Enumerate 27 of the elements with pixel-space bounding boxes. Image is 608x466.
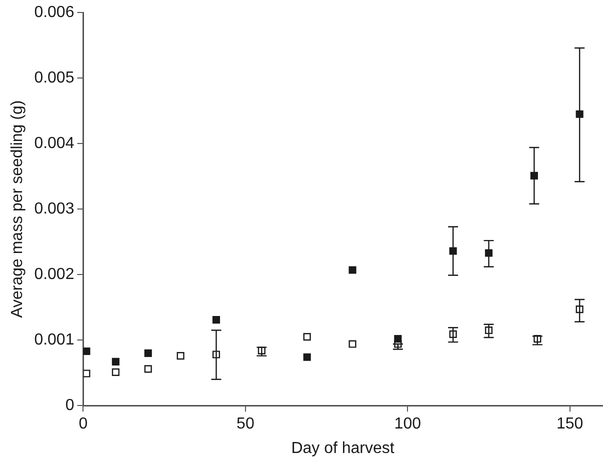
point [83, 347, 90, 356]
y-tick-label: 0.005 [34, 70, 74, 87]
y-tick-label: 0.006 [34, 4, 74, 22]
x-tick-label: 0 [78, 416, 88, 433]
point [303, 333, 311, 341]
y-axis-title: Average mass per seedling (g) [9, 100, 26, 318]
x-tick-label: 50 [236, 416, 254, 433]
x-tick-label: 100 [394, 416, 422, 433]
point [144, 365, 152, 373]
x-tick-label: 150 [556, 416, 584, 433]
y-tick-label: 0.003 [34, 200, 74, 218]
point [112, 368, 120, 376]
point [176, 352, 184, 360]
point [144, 349, 152, 357]
point [348, 266, 356, 274]
point [348, 340, 356, 348]
point [112, 358, 120, 366]
y-tick-label: 0 [65, 397, 74, 414]
y-tick-label: 0.001 [34, 332, 74, 349]
point [303, 353, 311, 361]
point [83, 370, 90, 378]
y-tick-label: 0.002 [34, 266, 74, 284]
point [394, 335, 402, 343]
point [449, 247, 457, 255]
y-tick-label: 0.004 [34, 135, 74, 152]
x-axis-title: Day of harvest [291, 440, 395, 457]
point [212, 316, 220, 324]
